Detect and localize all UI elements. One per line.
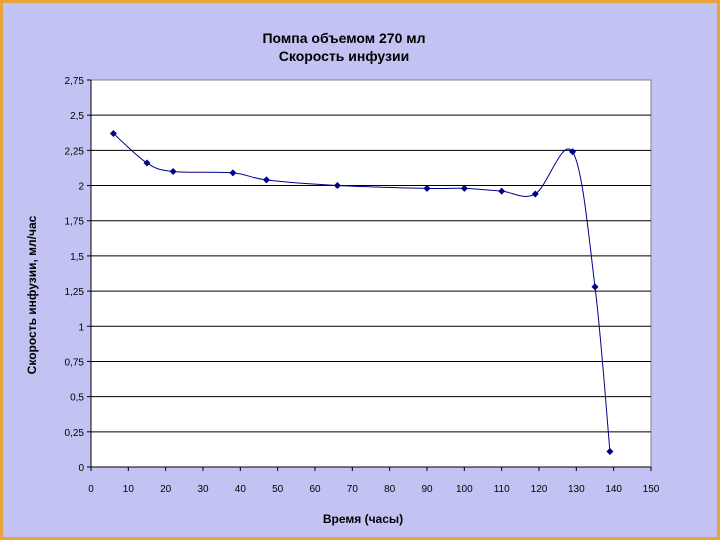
data-point-marker [531, 190, 539, 198]
plot-area [90, 79, 652, 468]
x-tick-label: 50 [272, 484, 284, 495]
y-tick-label: 0 [78, 463, 84, 474]
x-tick-label: 130 [568, 484, 585, 495]
y-tick-label: 2,5 [70, 111, 84, 122]
infusion-rate-chart: Помпа объемом 270 мл Скорость инфузии 00… [25, 30, 660, 526]
data-point-marker [143, 159, 151, 167]
x-tick-label: 100 [456, 484, 473, 495]
x-tick-label: 90 [421, 484, 433, 495]
data-point-marker [498, 187, 506, 195]
chart-title: Помпа объемом 270 мл [262, 30, 425, 46]
y-tick-label: 2,25 [65, 146, 85, 157]
x-tick-label: 140 [605, 484, 622, 495]
y-tick-label: 0,25 [65, 428, 85, 439]
chart-subtitle: Скорость инфузии [279, 48, 409, 64]
series-line [113, 133, 611, 452]
y-tick-label: 2 [78, 182, 84, 193]
x-tick-label: 150 [643, 484, 660, 495]
data-point-marker [569, 148, 577, 156]
x-tick-label: 70 [347, 484, 359, 495]
y-axis-ticks: 0 0,25 0,5 0,75 1 1,25 1,5 1,75 2 2,25 2,5 2,75 [65, 76, 91, 474]
data-point-marker [606, 448, 614, 456]
x-tick-label: 120 [531, 484, 548, 495]
x-tick-label: 0 [88, 484, 94, 495]
x-tick-label: 80 [384, 484, 396, 495]
x-tick-label: 10 [123, 484, 135, 495]
x-tick-label: 20 [160, 484, 172, 495]
x-tick-label: 30 [197, 484, 209, 495]
y-tick-label: 1,5 [70, 252, 84, 263]
data-point-marker [169, 167, 177, 175]
y-tick-label: 0,75 [65, 357, 85, 368]
y-tick-label: 0,5 [70, 393, 84, 404]
x-tick-label: 110 [494, 484, 510, 495]
x-axis-label: Время (часы) [323, 512, 403, 526]
gridlines [90, 80, 651, 468]
y-tick-label: 1,75 [65, 217, 85, 228]
data-point-marker [591, 283, 599, 291]
data-point-marker [423, 184, 431, 192]
data-markers [109, 129, 614, 456]
x-tick-label: 60 [309, 484, 321, 495]
data-point-marker [229, 169, 237, 177]
data-point-marker [460, 184, 468, 192]
data-point-marker [109, 129, 117, 137]
y-axis-label: Скорость инфузии, мл/час [25, 215, 39, 374]
data-point-marker [333, 182, 341, 190]
data-point-marker [262, 176, 270, 184]
x-tick-label: 40 [235, 484, 247, 495]
y-tick-label: 1 [78, 322, 84, 333]
x-axis-ticks: 0 10 20 30 40 50 60 70 80 90 100 110 120 130 140 150 [88, 467, 660, 495]
y-tick-label: 2,75 [65, 76, 85, 87]
y-tick-label: 1,25 [65, 287, 85, 298]
